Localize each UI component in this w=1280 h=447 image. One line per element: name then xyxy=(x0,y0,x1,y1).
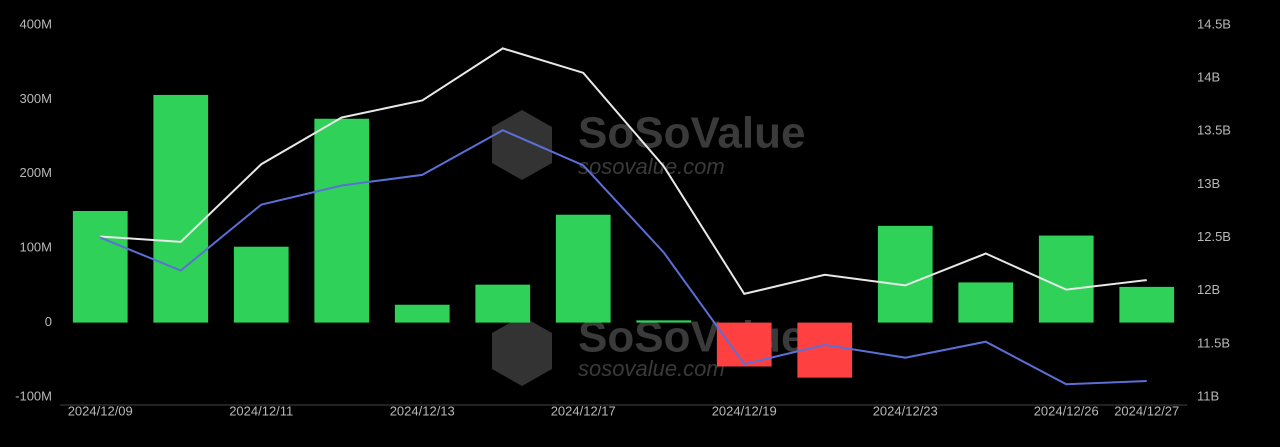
line xyxy=(100,47,1147,296)
watermark-url: sosovalue.com xyxy=(578,356,725,381)
bar xyxy=(72,211,128,323)
watermark-url: sosovalue.com xyxy=(578,154,725,179)
x-tick-label: 2024/12/26 xyxy=(1034,403,1099,418)
bar xyxy=(394,304,450,323)
y2-tick-label: 14B xyxy=(1197,70,1220,85)
watermark-title: SoSoValue xyxy=(578,109,805,158)
watermark-logo xyxy=(492,316,552,386)
bar xyxy=(877,225,933,323)
y2-tick-label: 11B xyxy=(1197,388,1219,403)
x-tick-label: 2024/12/09 xyxy=(68,403,133,418)
y2-tick-label: 11.5B xyxy=(1197,335,1230,350)
bar xyxy=(233,246,289,323)
y-tick-label: 100M xyxy=(19,240,52,255)
bar xyxy=(314,118,370,323)
x-tick-label: 2024/12/17 xyxy=(551,403,616,418)
line xyxy=(99,129,1147,386)
x-tick-label: 2024/12/13 xyxy=(390,403,455,418)
bar xyxy=(1119,286,1175,323)
x-tick-label: 2024/12/27 xyxy=(1114,403,1179,418)
y-tick-label: 0 xyxy=(45,314,52,329)
y-tick-label: 300M xyxy=(19,91,52,106)
y-tick-label: -100M xyxy=(15,388,52,403)
bar xyxy=(1038,235,1094,323)
y2-tick-label: 12.5B xyxy=(1197,229,1231,244)
y-tick-label: 400M xyxy=(19,16,52,31)
x-tick-label: 2024/12/23 xyxy=(873,403,938,418)
watermark: SoSoValue sosovalue.com SoSoValue sosova… xyxy=(492,109,805,386)
x-tick-label: 2024/12/19 xyxy=(712,403,777,418)
bar xyxy=(475,284,531,323)
x-tick-label: 2024/12/11 xyxy=(229,403,293,418)
bar xyxy=(153,94,209,323)
y-tick-label: 200M xyxy=(19,165,52,180)
y2-tick-label: 13.5B xyxy=(1197,123,1231,138)
bar xyxy=(636,320,692,323)
bar xyxy=(555,214,611,323)
y2-tick-label: 12B xyxy=(1197,282,1220,297)
bar xyxy=(958,282,1014,323)
y2-tick-label: 13B xyxy=(1197,176,1220,191)
y2-tick-label: 14.5B xyxy=(1197,16,1231,31)
watermark-logo xyxy=(492,110,552,180)
